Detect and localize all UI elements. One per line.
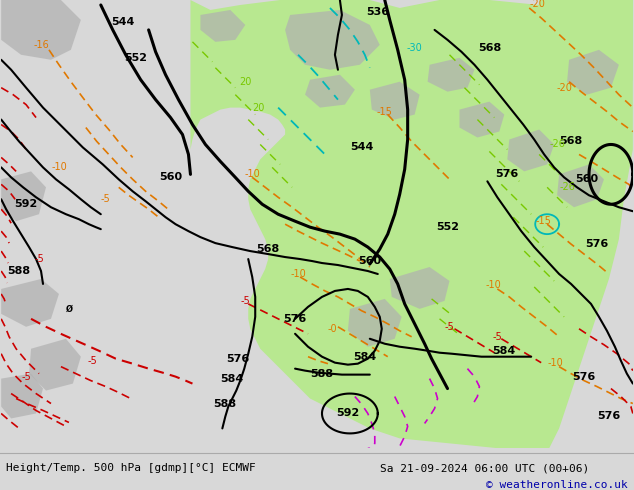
Polygon shape [529, 0, 633, 129]
Polygon shape [190, 0, 633, 448]
Text: 584: 584 [353, 352, 377, 362]
Text: Ø: Ø [65, 304, 72, 314]
Text: -20: -20 [556, 83, 572, 93]
Text: 560: 560 [576, 174, 598, 184]
Polygon shape [427, 58, 474, 92]
Text: -5: -5 [88, 356, 98, 366]
Polygon shape [1, 373, 43, 418]
Text: -16: -16 [33, 40, 49, 50]
Text: 544: 544 [111, 17, 134, 27]
Polygon shape [557, 165, 604, 207]
Text: 588: 588 [213, 398, 236, 409]
Text: © weatheronline.co.uk: © weatheronline.co.uk [486, 480, 628, 490]
Text: -26: -26 [549, 140, 565, 149]
Text: 576: 576 [585, 239, 609, 249]
Text: -10: -10 [244, 170, 260, 179]
Text: -10: -10 [51, 162, 67, 172]
Text: 560: 560 [358, 256, 382, 266]
Text: 568: 568 [478, 43, 501, 53]
Text: -5: -5 [101, 194, 111, 204]
Polygon shape [285, 10, 380, 70]
Polygon shape [348, 299, 402, 347]
Text: 588: 588 [8, 266, 30, 276]
Text: 588: 588 [311, 368, 333, 379]
Text: 576: 576 [227, 354, 250, 364]
Text: 576: 576 [597, 412, 621, 421]
Text: Height/Temp. 500 hPa [gdmp][°C] ECMWF: Height/Temp. 500 hPa [gdmp][°C] ECMWF [6, 464, 256, 473]
Text: 592: 592 [336, 409, 359, 418]
Polygon shape [390, 267, 450, 309]
Text: 584: 584 [493, 346, 516, 356]
Text: 576: 576 [283, 314, 307, 324]
Text: 552: 552 [436, 222, 459, 232]
Text: -15: -15 [535, 216, 551, 226]
Text: 560: 560 [159, 172, 182, 182]
Text: -10: -10 [486, 280, 501, 290]
Text: 544: 544 [350, 143, 373, 152]
Text: -5: -5 [34, 254, 44, 264]
Polygon shape [1, 0, 81, 60]
Polygon shape [567, 50, 619, 95]
Text: -5: -5 [493, 332, 502, 342]
Text: 568: 568 [559, 137, 583, 147]
Text: 568: 568 [257, 244, 280, 254]
Polygon shape [507, 129, 554, 172]
Text: 20: 20 [252, 102, 264, 113]
Text: -10: -10 [290, 269, 306, 279]
Polygon shape [200, 10, 245, 42]
Text: -26: -26 [559, 182, 575, 192]
Text: -10: -10 [547, 358, 563, 368]
Polygon shape [29, 339, 81, 391]
Text: -5: -5 [444, 322, 455, 332]
Text: -20: -20 [529, 0, 545, 9]
Polygon shape [370, 82, 420, 120]
Polygon shape [460, 101, 504, 138]
Polygon shape [305, 75, 355, 108]
Text: 552: 552 [124, 53, 147, 63]
Text: Sa 21-09-2024 06:00 UTC (00+06): Sa 21-09-2024 06:00 UTC (00+06) [380, 464, 590, 473]
Text: -5: -5 [240, 296, 250, 306]
Text: 576: 576 [496, 170, 519, 179]
Polygon shape [1, 172, 46, 221]
Text: 584: 584 [221, 373, 244, 384]
Polygon shape [1, 279, 59, 327]
Text: -5: -5 [21, 371, 31, 382]
Text: -0: -0 [327, 324, 337, 334]
Text: 20: 20 [239, 77, 252, 87]
Text: 536: 536 [366, 7, 389, 17]
Text: -30: -30 [407, 43, 422, 53]
Text: -15: -15 [377, 107, 392, 117]
Text: 592: 592 [15, 199, 37, 209]
Text: 576: 576 [573, 371, 595, 382]
